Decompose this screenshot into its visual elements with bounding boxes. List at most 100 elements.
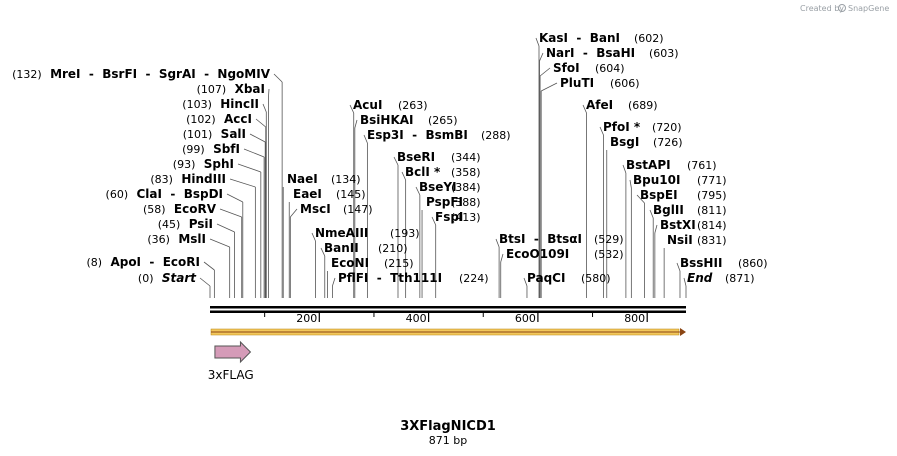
- enzyme-name[interactable]: MreI: [50, 67, 80, 81]
- site-label-36: AfeI (689): [586, 98, 658, 112]
- enzyme-name[interactable]: EcoRI: [163, 255, 200, 269]
- site-connector: [255, 118, 266, 128]
- site-connector: [629, 179, 632, 189]
- site-label-14: NaeI (134): [287, 172, 361, 186]
- enzyme-name[interactable]: BseRI: [397, 150, 435, 164]
- enzyme-name[interactable]: BtsI: [499, 232, 526, 246]
- enzyme-name[interactable]: BclI *: [405, 165, 441, 179]
- ruler-tick-label: 200: [296, 312, 317, 325]
- enzyme-name[interactable]: Start: [162, 271, 197, 285]
- enzyme-name[interactable]: BstAPI: [626, 158, 671, 172]
- enzyme-name[interactable]: NaeI: [287, 172, 318, 186]
- enzyme-name[interactable]: BanII: [324, 241, 359, 255]
- enzyme-name[interactable]: SbfI: [213, 142, 240, 156]
- enzyme-name[interactable]: BsiHKAI: [360, 113, 414, 127]
- enzyme-name[interactable]: BglII: [653, 203, 684, 217]
- site-label-40: Bpu10I (771): [633, 173, 727, 187]
- site-position: (134): [331, 173, 361, 186]
- svg-text:BstXI: BstXI: [660, 218, 696, 232]
- enzyme-name[interactable]: BsgI: [610, 135, 639, 149]
- svg-text:BanII: BanII: [324, 241, 359, 255]
- enzyme-name[interactable]: SfoI: [553, 61, 580, 75]
- site-position: (102): [186, 113, 216, 126]
- enzyme-name[interactable]: FspI: [435, 210, 463, 224]
- enzyme-name[interactable]: PspFI: [426, 195, 463, 209]
- enzyme-name[interactable]: HincII: [220, 97, 259, 111]
- enzyme-name[interactable]: BanI: [590, 31, 620, 45]
- enzyme-name[interactable]: SgrAI: [159, 67, 196, 81]
- enzyme-name[interactable]: SphI: [204, 157, 234, 171]
- enzyme-name[interactable]: PfoI *: [603, 120, 641, 134]
- site-connector: [401, 171, 407, 181]
- enzyme-name[interactable]: EcoO109I: [506, 247, 569, 261]
- enzyme-name[interactable]: EcoNI: [331, 256, 369, 270]
- enzyme-name[interactable]: PsiI: [189, 217, 213, 231]
- enzyme-name[interactable]: HindIII: [181, 172, 226, 186]
- enzyme-name[interactable]: EaeI: [293, 187, 322, 201]
- enzyme-name[interactable]: End: [687, 271, 713, 285]
- site-connector: [535, 37, 540, 47]
- site-position: (344): [451, 151, 481, 164]
- enzyme-name[interactable]: Bpu10I: [633, 173, 680, 187]
- enzyme-name[interactable]: NmeAIII: [315, 226, 368, 240]
- site-label-26: BseYI(384): [419, 180, 481, 194]
- svg-text:End: End: [687, 271, 713, 285]
- enzyme-name[interactable]: BstXI: [660, 218, 696, 232]
- site-connector: [199, 277, 211, 287]
- svg-text:PluTI: PluTI: [560, 76, 594, 90]
- enzyme-name[interactable]: BseYI: [419, 180, 457, 194]
- site-position: (604): [595, 62, 625, 75]
- site-position: (580): [581, 272, 611, 285]
- enzyme-name[interactable]: NarI: [546, 46, 575, 60]
- enzyme-name[interactable]: BspDI: [184, 187, 223, 201]
- credit-brand: SnapGene: [848, 4, 889, 13]
- site-label-39: BstAPI (761): [626, 158, 717, 172]
- enzyme-name[interactable]: AcuI: [353, 98, 382, 112]
- enzyme-name[interactable]: XbaI: [235, 82, 265, 96]
- enzyme-name[interactable]: MscI: [300, 202, 331, 216]
- enzyme-name[interactable]: Tth111I: [390, 271, 442, 285]
- site-connector: [415, 186, 421, 196]
- enzyme-name[interactable]: BsrFI: [102, 67, 137, 81]
- enzyme-name[interactable]: BtsαI: [547, 232, 582, 246]
- enzyme-name[interactable]: BspEI: [640, 188, 678, 202]
- enzyme-name[interactable]: PaqCI: [527, 271, 565, 285]
- enzyme-name[interactable]: MslI: [178, 232, 206, 246]
- svg-text:FspI: FspI: [435, 210, 463, 224]
- enzyme-name[interactable]: NsiI: [667, 233, 693, 247]
- enzyme-name[interactable]: Esp3I: [367, 128, 404, 142]
- enzyme-name[interactable]: BssHII: [680, 256, 722, 270]
- enzyme-name[interactable]: ApoI: [110, 255, 141, 269]
- enzyme-name[interactable]: BsmBI: [425, 128, 467, 142]
- map-length: 871 bp: [429, 434, 467, 447]
- site-connector: [290, 208, 298, 218]
- enzyme-name[interactable]: PflFI: [338, 271, 368, 285]
- site-position: (60): [106, 188, 129, 201]
- sequence-arrowhead-icon: [680, 328, 686, 336]
- site-connector: [431, 216, 437, 226]
- site-label-32: KasI - BanI (602): [539, 31, 664, 45]
- site-connector: [203, 261, 215, 271]
- svg-text:Bpu10I: Bpu10I: [633, 173, 680, 187]
- enzyme-name[interactable]: BsaHI: [596, 46, 635, 60]
- site-label-13: (132) MreI - BsrFI - SgrAI - NgoMIV: [12, 67, 271, 81]
- site-connector: [249, 133, 266, 143]
- enzyme-name[interactable]: ClaI: [137, 187, 162, 201]
- site-position: (720): [652, 121, 682, 134]
- site-label-21: AcuI (263): [353, 98, 428, 112]
- site-label-17: NmeAIII (193): [315, 226, 420, 240]
- enzyme-name[interactable]: AccI: [224, 112, 252, 126]
- enzyme-name[interactable]: SalI: [221, 127, 246, 141]
- enzyme-name[interactable]: KasI: [539, 31, 568, 45]
- svg-text:AfeI: AfeI: [586, 98, 613, 112]
- site-connector: [268, 88, 270, 98]
- site-label-22: BsiHKAI (265): [360, 113, 458, 127]
- feature-3xflag-arrow[interactable]: [214, 340, 252, 364]
- svg-text:(60) ClaI - BspDI: (60) ClaI - BspDI: [106, 187, 223, 201]
- enzyme-name[interactable]: EcoRV: [174, 202, 217, 216]
- enzyme-name[interactable]: PluTI: [560, 76, 594, 90]
- site-position: (413): [451, 211, 481, 224]
- enzyme-name[interactable]: AfeI: [586, 98, 613, 112]
- enzyme-name[interactable]: NgoMIV: [217, 67, 270, 81]
